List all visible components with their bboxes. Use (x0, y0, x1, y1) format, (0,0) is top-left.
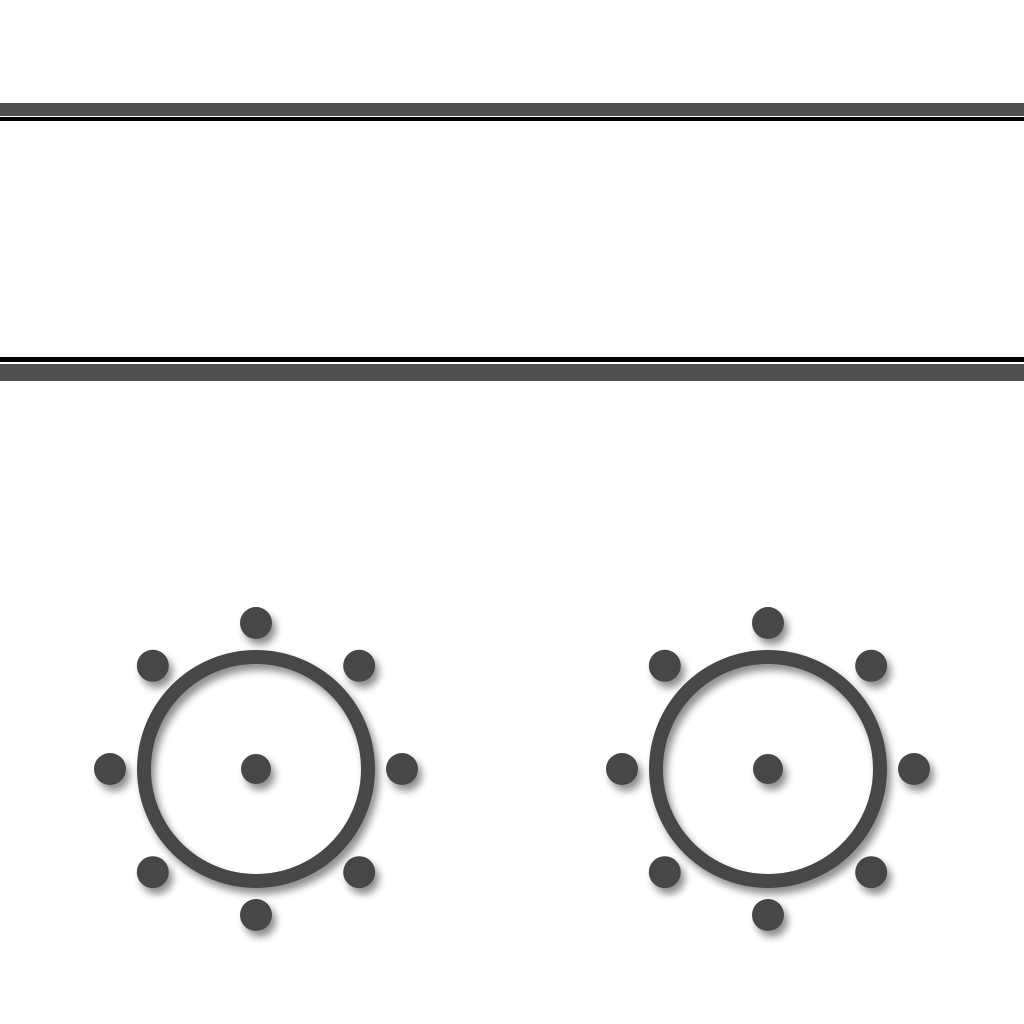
right-knob-center-dot (753, 754, 783, 784)
left-knob[interactable] (94, 607, 418, 931)
knob-row (0, 590, 1024, 960)
left-knob-center-dot (241, 754, 271, 784)
right-knob-tick-dot (752, 899, 784, 931)
left-knob-tick-dot (136, 856, 169, 889)
left-knob-tick-dot (343, 649, 376, 682)
bottom-divider-band (0, 357, 1024, 381)
right-knob-tick-dot (606, 753, 638, 785)
right-knob-tick-dot (898, 753, 930, 785)
blank-display-area (0, 121, 1024, 357)
left-knob-tick-dot (343, 856, 376, 889)
right-knob[interactable] (606, 607, 930, 931)
top-band-gray-stripe (0, 103, 1024, 116)
left-knob-tick-dot (240, 607, 272, 639)
knob-drawing (94, 607, 930, 931)
left-knob-tick-dot (136, 649, 169, 682)
bottom-band-gray-stripe (0, 364, 1024, 381)
right-knob-ring (649, 650, 887, 888)
top-divider-band (0, 103, 1024, 121)
left-knob-tick-dot (94, 753, 126, 785)
top-band-black-line (0, 117, 1024, 121)
right-knob-tick-dot (752, 607, 784, 639)
right-knob-tick-dot (648, 856, 681, 889)
right-knob-tick-dot (648, 649, 681, 682)
bottom-band-black-line (0, 357, 1024, 362)
left-knob-ring (137, 650, 375, 888)
left-knob-tick-dot (240, 899, 272, 931)
right-knob-tick-dot (855, 856, 888, 889)
right-knob-tick-dot (855, 649, 888, 682)
left-knob-tick-dot (386, 753, 418, 785)
